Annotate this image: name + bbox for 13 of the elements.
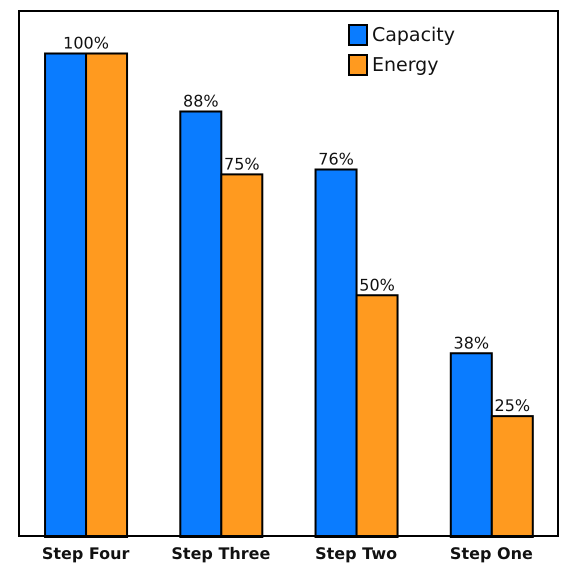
- data-label: 50%: [359, 275, 395, 294]
- data-label: 76%: [318, 150, 354, 169]
- data-label: 88%: [183, 92, 219, 111]
- data-label: 100%: [63, 34, 109, 53]
- data-label: 38%: [454, 333, 490, 352]
- data-label: 25%: [494, 396, 530, 416]
- legend-label: Capacity: [372, 24, 455, 46]
- x-tick-label: Step Three: [171, 544, 270, 563]
- data-label: 75%: [224, 154, 260, 174]
- x-tick-label: Step Two: [315, 544, 398, 563]
- x-tick-label: Step Four: [42, 544, 130, 563]
- legend-label: Energy: [372, 54, 438, 76]
- x-tick-label: Step One: [450, 544, 533, 563]
